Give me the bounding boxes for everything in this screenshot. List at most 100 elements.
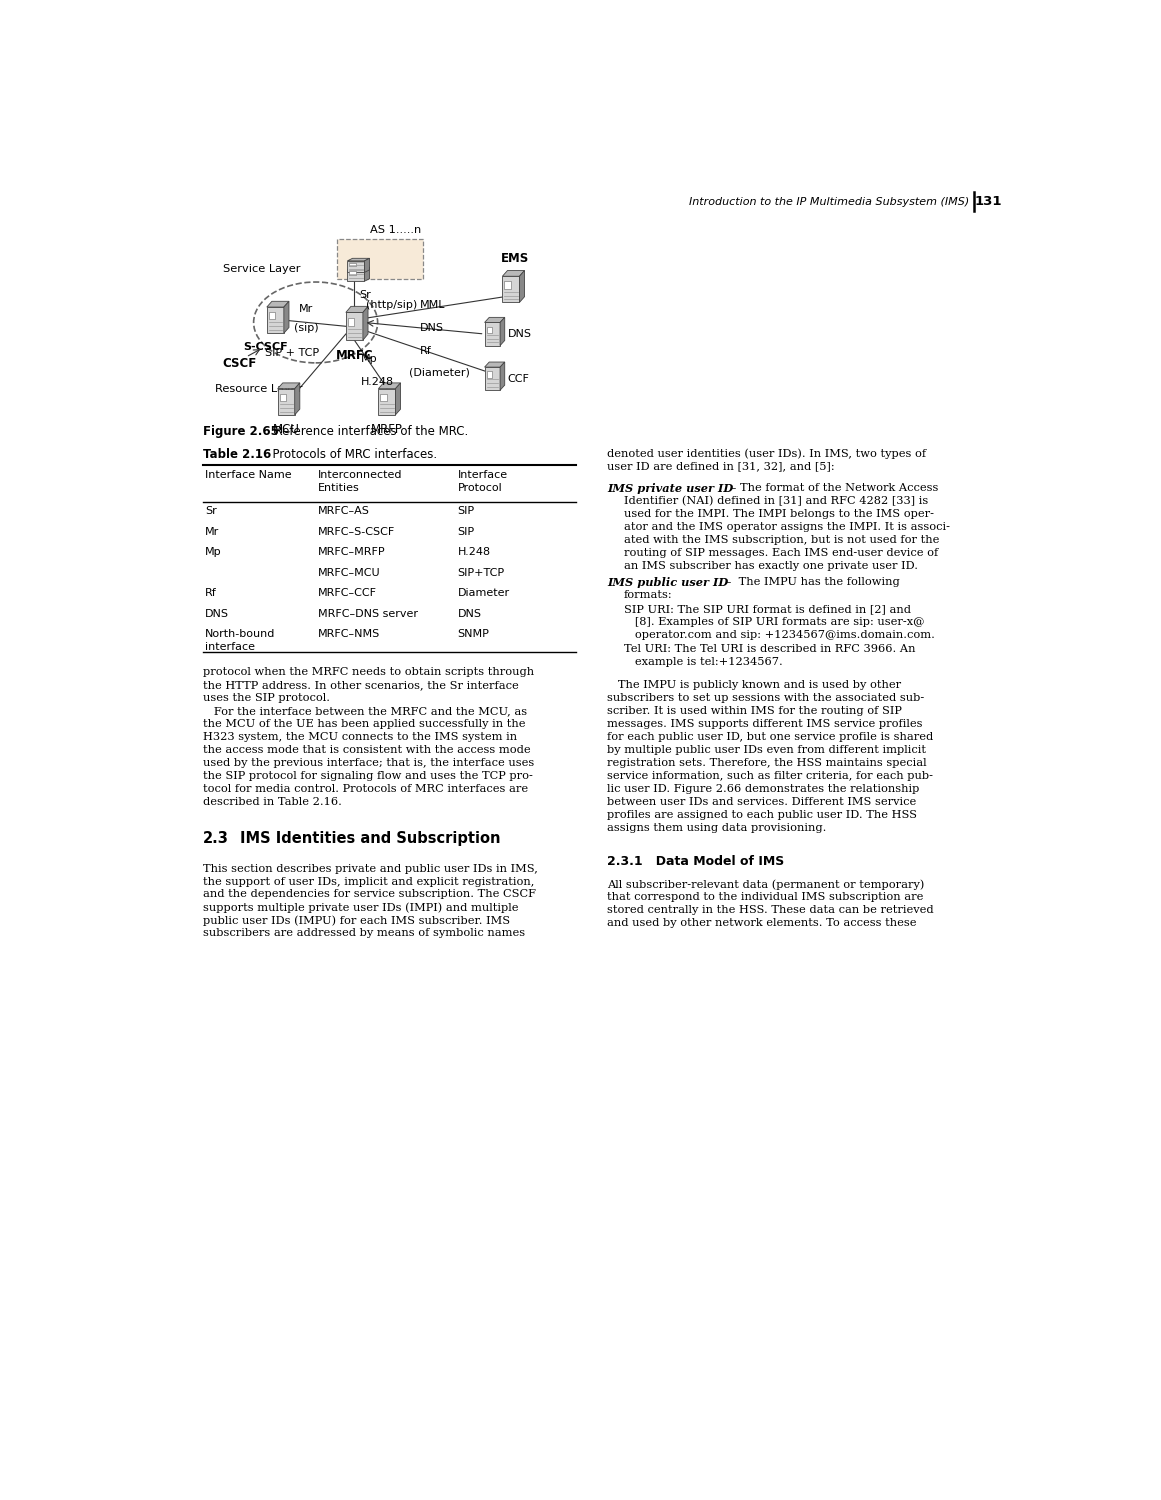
Text: MRFC–NMS: MRFC–NMS — [318, 628, 380, 639]
Text: supports multiple private user IDs (IMPI) and multiple: supports multiple private user IDs (IMPI… — [203, 903, 519, 914]
Bar — [349, 262, 355, 266]
Text: MRFC–CCF: MRFC–CCF — [318, 588, 377, 598]
Polygon shape — [500, 318, 505, 345]
Text: ator and the IMS operator assigns the IMPI. It is associ-: ator and the IMS operator assigns the IM… — [625, 522, 950, 532]
Text: DNS: DNS — [507, 328, 532, 339]
Text: subscribers are addressed by means of symbolic names: subscribers are addressed by means of sy… — [203, 928, 526, 939]
Text: lic user ID. Figure 2.66 demonstrates the relationship: lic user ID. Figure 2.66 demonstrates th… — [607, 784, 920, 794]
Text: SIP: SIP — [457, 507, 475, 516]
Text: operator.com and sip: +1234567@ims.domain.com.: operator.com and sip: +1234567@ims.domai… — [625, 630, 935, 640]
Text: subscribers to set up sessions with the associated sub-: subscribers to set up sessions with the … — [607, 693, 924, 703]
Polygon shape — [378, 388, 396, 416]
Text: IMS public user ID: IMS public user ID — [607, 576, 728, 588]
Text: ated with the IMS subscription, but is not used for the: ated with the IMS subscription, but is n… — [625, 536, 939, 544]
Text: AS 1.....n: AS 1.....n — [369, 225, 421, 236]
Text: DNS: DNS — [420, 322, 445, 333]
Text: 2.3.1   Data Model of IMS: 2.3.1 Data Model of IMS — [607, 855, 785, 868]
Text: Rf: Rf — [420, 346, 432, 355]
Text: MRFC: MRFC — [336, 350, 373, 363]
Text: user ID are defined in [31, 32], and [5]:: user ID are defined in [31, 32], and [5]… — [607, 460, 835, 471]
Text: MRFP: MRFP — [372, 423, 403, 436]
Text: MML: MML — [420, 300, 446, 309]
Text: Table 2.16: Table 2.16 — [203, 448, 272, 460]
Text: the MCU of the UE has been applied successfully in the: the MCU of the UE has been applied succe… — [203, 718, 526, 729]
Text: and used by other network elements. To access these: and used by other network elements. To a… — [607, 918, 916, 928]
Polygon shape — [484, 318, 505, 322]
Polygon shape — [347, 270, 365, 282]
Polygon shape — [347, 261, 365, 273]
Text: IMS Identities and Subscription: IMS Identities and Subscription — [240, 831, 500, 846]
Text: EMS: EMS — [500, 252, 529, 264]
Text: DNS: DNS — [457, 609, 482, 618]
Text: MRFC–S-CSCF: MRFC–S-CSCF — [318, 526, 395, 537]
Text: service information, such as filter criteria, for each pub-: service information, such as filter crit… — [607, 771, 933, 782]
Text: Mp: Mp — [361, 354, 377, 363]
Text: 2.3: 2.3 — [203, 831, 229, 846]
Bar — [486, 372, 492, 378]
Text: stored centrally in the HSS. These data can be retrieved: stored centrally in the HSS. These data … — [607, 906, 933, 915]
Text: IMS private user ID: IMS private user ID — [607, 483, 734, 494]
Text: the support of user IDs, implicit and explicit registration,: the support of user IDs, implicit and ex… — [203, 876, 534, 886]
Text: interface: interface — [204, 642, 254, 651]
Text: –  The IMPU has the following: – The IMPU has the following — [722, 576, 900, 586]
Text: Service Layer: Service Layer — [223, 264, 301, 273]
Polygon shape — [503, 270, 525, 276]
Text: an IMS subscriber has exactly one private user ID.: an IMS subscriber has exactly one privat… — [625, 561, 918, 570]
Text: Introduction to the IP Multimedia Subsystem (IMS): Introduction to the IP Multimedia Subsys… — [690, 196, 969, 207]
Bar — [280, 393, 286, 400]
Text: protocol when the MRFC needs to obtain scripts through: protocol when the MRFC needs to obtain s… — [203, 668, 534, 678]
Text: MRFC–AS: MRFC–AS — [318, 507, 370, 516]
FancyBboxPatch shape — [338, 238, 423, 279]
Text: Protocols of MRC interfaces.: Protocols of MRC interfaces. — [265, 448, 438, 460]
Text: scriber. It is used within IMS for the routing of SIP: scriber. It is used within IMS for the r… — [607, 706, 902, 716]
Bar — [381, 393, 387, 400]
Text: assigns them using data provisioning.: assigns them using data provisioning. — [607, 822, 827, 833]
Text: Resource Layer: Resource Layer — [215, 384, 302, 394]
Text: registration sets. Therefore, the HSS maintains special: registration sets. Therefore, the HSS ma… — [607, 758, 926, 768]
Text: the access mode that is consistent with the access mode: the access mode that is consistent with … — [203, 746, 531, 754]
Text: – The format of the Network Access: – The format of the Network Access — [727, 483, 938, 494]
Bar — [268, 312, 275, 320]
Polygon shape — [365, 258, 369, 273]
Text: CCF: CCF — [507, 374, 529, 384]
Text: [8]. Examples of SIP URI formats are sip: user-x@: [8]. Examples of SIP URI formats are sip… — [625, 616, 924, 627]
Text: (Diameter): (Diameter) — [409, 368, 469, 378]
Text: DNS: DNS — [204, 609, 229, 618]
Text: MRFC–MRFP: MRFC–MRFP — [318, 548, 385, 558]
Text: 131: 131 — [975, 195, 1002, 208]
Text: H.248: H.248 — [361, 376, 394, 387]
Text: denoted user identities (user IDs). In IMS, two types of: denoted user identities (user IDs). In I… — [607, 448, 926, 459]
Text: uses the SIP protocol.: uses the SIP protocol. — [203, 693, 330, 703]
Text: example is tel:+1234567.: example is tel:+1234567. — [625, 657, 783, 666]
Text: For the interface between the MRFC and the MCU, as: For the interface between the MRFC and t… — [203, 706, 527, 716]
Text: MCU: MCU — [273, 423, 300, 436]
Polygon shape — [396, 382, 401, 416]
Text: SIP + TCP: SIP + TCP — [266, 348, 319, 358]
Text: Reference interfaces of the MRC.: Reference interfaces of the MRC. — [267, 424, 468, 438]
Text: Mr: Mr — [300, 304, 313, 313]
Text: used for the IMPI. The IMPI belongs to the IMS oper-: used for the IMPI. The IMPI belongs to t… — [625, 509, 935, 519]
Text: SNMP: SNMP — [457, 628, 489, 639]
Polygon shape — [347, 267, 369, 270]
Text: Mr: Mr — [204, 526, 219, 537]
Polygon shape — [267, 308, 283, 333]
Polygon shape — [365, 267, 369, 282]
Text: for each public user ID, but one service profile is shared: for each public user ID, but one service… — [607, 732, 933, 742]
Text: the HTTP address. In other scenarios, the Sr interface: the HTTP address. In other scenarios, th… — [203, 681, 519, 690]
Polygon shape — [378, 382, 401, 388]
Text: H.248: H.248 — [457, 548, 491, 558]
Text: MRFC–DNS server: MRFC–DNS server — [318, 609, 418, 618]
Text: used by the previous interface; that is, the interface uses: used by the previous interface; that is,… — [203, 758, 534, 768]
Text: by multiple public user IDs even from different implicit: by multiple public user IDs even from di… — [607, 746, 926, 754]
Polygon shape — [363, 306, 368, 340]
Text: Sr: Sr — [204, 507, 217, 516]
Text: SIP+TCP: SIP+TCP — [457, 567, 505, 578]
Text: MRFC–MCU: MRFC–MCU — [318, 567, 381, 578]
Bar — [349, 272, 355, 274]
Text: SIP URI: The SIP URI format is defined in [2] and: SIP URI: The SIP URI format is defined i… — [625, 604, 911, 613]
Text: Tel URI: The Tel URI is described in RFC 3966. An: Tel URI: The Tel URI is described in RFC… — [625, 644, 916, 654]
Text: North-bound: North-bound — [204, 628, 275, 639]
Text: S-CSCF: S-CSCF — [244, 342, 288, 351]
Text: Interface: Interface — [457, 470, 507, 480]
Polygon shape — [519, 270, 525, 303]
